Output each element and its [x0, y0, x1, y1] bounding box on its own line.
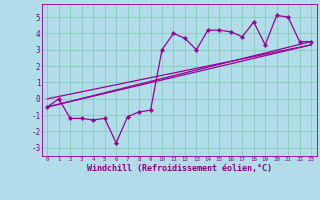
X-axis label: Windchill (Refroidissement éolien,°C): Windchill (Refroidissement éolien,°C): [87, 164, 272, 173]
